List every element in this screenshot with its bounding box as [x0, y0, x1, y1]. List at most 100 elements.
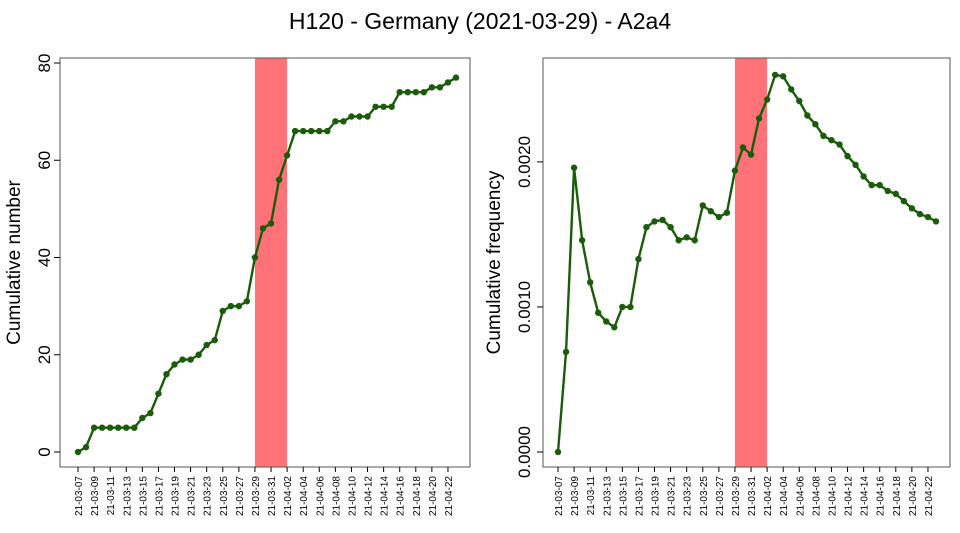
right-x-tick-label: 21-03-11 — [586, 476, 597, 516]
right-data-point — [868, 181, 875, 189]
right-data-point — [699, 202, 706, 209]
left-data-point — [179, 356, 186, 363]
right-data-point — [916, 210, 924, 218]
right-data-point — [747, 151, 755, 158]
right-data-point — [619, 303, 626, 311]
right-x-tick-label: 21-04-22 — [924, 476, 935, 516]
right-data-point — [804, 112, 811, 119]
right-data-point — [788, 86, 795, 93]
left-data-point — [106, 424, 114, 431]
right-data-point — [554, 448, 562, 456]
right-data-point — [828, 136, 835, 144]
left-data-point — [388, 103, 395, 110]
left-data-point — [131, 424, 138, 431]
left-x-tick-label: 21-04-18 — [412, 476, 423, 516]
right-x-tick-label: 21-03-07 — [554, 476, 565, 516]
right-data-point — [723, 209, 731, 216]
right-x-tick-label: 21-03-09 — [570, 476, 581, 516]
left-data-point — [332, 118, 339, 125]
left-data-point — [324, 127, 331, 135]
right-y-axis-label: Cumulative frequency — [484, 170, 505, 354]
left-data-point — [340, 118, 347, 125]
left-data-point — [275, 176, 283, 183]
left-data-point — [444, 79, 452, 86]
right-x-tick-label: 21-03-25 — [699, 476, 710, 516]
left-data-point — [219, 307, 226, 315]
left-data-point — [372, 103, 379, 110]
left-x-tick-label: 21-04-14 — [380, 476, 391, 516]
left-data-point — [259, 225, 267, 232]
left-x-tick-label: 21-03-23 — [203, 476, 214, 516]
right-data-point — [900, 197, 908, 205]
right-x-tick-label: 21-03-15 — [618, 476, 629, 516]
right-x-tick-label: 21-04-12 — [844, 476, 855, 516]
right-x-tick-label: 21-04-04 — [779, 476, 790, 516]
right-data-point — [675, 237, 682, 244]
left-data-point — [139, 414, 146, 422]
left-highlight-band — [254, 58, 288, 467]
right-x-tick-label: 21-03-17 — [634, 476, 645, 516]
right-y-tick-label: 0.0010 — [515, 281, 534, 333]
left-data-point — [412, 88, 419, 96]
left-x-tick-label: 21-03-19 — [171, 476, 182, 516]
right-data-point — [731, 167, 739, 174]
left-data-point — [420, 88, 428, 96]
right-data-point — [852, 161, 859, 169]
left-data-point — [291, 127, 299, 135]
left-data-point — [155, 390, 162, 397]
right-x-tick-label: 21-03-31 — [747, 476, 758, 516]
left-x-tick-label: 21-04-08 — [331, 476, 342, 516]
right-data-point — [932, 218, 940, 225]
left-x-tick-label: 21-03-31 — [267, 476, 278, 516]
left-y-tick-label: 60 — [35, 151, 54, 170]
left-data-point — [283, 152, 291, 159]
left-data-point — [187, 356, 194, 363]
right-x-tick-label: 21-03-29 — [731, 476, 742, 516]
left-x-tick-label: 21-03-17 — [154, 476, 165, 516]
right-data-point — [651, 218, 658, 225]
right-data-point — [562, 348, 570, 356]
left-y-tick-label: 80 — [35, 54, 54, 73]
left-data-point — [356, 113, 363, 120]
right-x-tick-label: 21-04-10 — [827, 476, 838, 516]
left-data-point — [74, 448, 82, 456]
left-data-point — [90, 424, 98, 431]
right-data-point — [763, 96, 771, 103]
left-data-point — [227, 302, 235, 310]
left-data-point — [115, 424, 122, 431]
left-data-point — [171, 361, 178, 368]
right-data-point — [755, 115, 763, 122]
right-x-tick-label: 21-04-06 — [795, 476, 806, 516]
left-data-point — [348, 113, 355, 120]
right-x-tick-label: 21-04-16 — [876, 476, 887, 516]
left-data-point — [211, 336, 218, 344]
left-x-tick-label: 21-04-22 — [444, 476, 455, 516]
left-data-point — [147, 409, 154, 417]
right-highlight-band — [734, 58, 768, 467]
left-data-point — [299, 127, 307, 135]
right-data-point — [820, 132, 827, 140]
left-x-tick-label: 21-04-20 — [428, 476, 439, 516]
right-data-point — [860, 173, 867, 180]
right-data-point — [683, 234, 690, 241]
left-data-point — [364, 113, 371, 120]
left-data-point — [316, 127, 323, 135]
left-data-point — [251, 254, 259, 261]
left-data-point — [452, 74, 460, 81]
left-data-point — [267, 220, 275, 227]
right-x-tick-label: 21-03-13 — [602, 476, 613, 516]
right-data-point — [876, 181, 883, 189]
left-data-point — [98, 424, 106, 431]
left-data-point — [82, 443, 90, 451]
left-data-point — [308, 127, 315, 135]
right-data-point — [844, 152, 851, 160]
right-data-point — [586, 279, 594, 286]
left-data-point — [436, 84, 444, 91]
right-data-point — [771, 71, 779, 79]
left-data-point — [163, 371, 170, 378]
left-data-point — [243, 298, 251, 305]
right-x-tick-label: 21-04-18 — [892, 476, 903, 516]
left-y-tick-label: 0 — [35, 447, 54, 456]
right-data-point — [643, 223, 650, 231]
right-data-point — [578, 237, 586, 244]
